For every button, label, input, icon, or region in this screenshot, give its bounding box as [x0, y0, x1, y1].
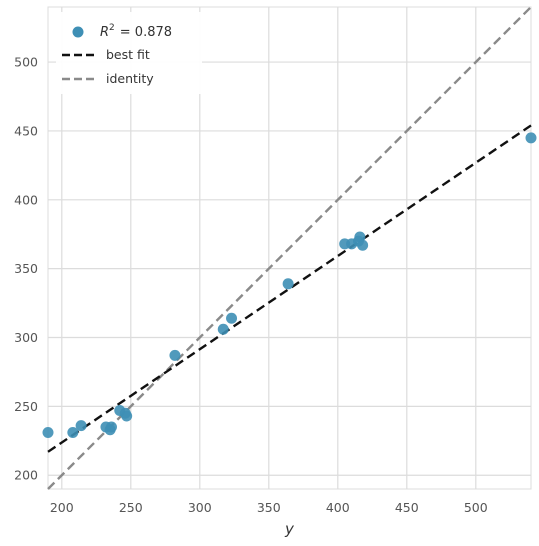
legend-r2-label: R2 = 0.878: [100, 23, 172, 40]
x-tick-label: 400: [326, 500, 350, 515]
data-point: [217, 323, 229, 335]
y-tick-label: 400: [14, 192, 38, 207]
data-point: [169, 349, 181, 361]
legend-r2-symbol: R: [100, 25, 109, 40]
x-tick-label: 500: [464, 500, 488, 515]
y-tick-label: 450: [14, 123, 38, 138]
x-tick-label: 250: [119, 500, 143, 515]
legend-best-fit-label: best fit: [106, 47, 150, 62]
x-tick-label: 350: [257, 500, 281, 515]
x-tick-label: 300: [188, 500, 212, 515]
legend-identity-label: identity: [106, 71, 154, 86]
y-tick-label: 200: [14, 468, 38, 483]
identity-line: [47, 6, 532, 490]
data-point: [282, 278, 294, 290]
legend: R2 = 0.878 best fit identity: [56, 12, 202, 94]
legend-r2-superscript: 2: [109, 23, 115, 33]
data-point: [525, 132, 537, 144]
legend-box: [56, 12, 202, 94]
y-axis-ticks: 200 250 300 350 400 450 500: [14, 55, 38, 483]
y-tick-label: 300: [14, 330, 38, 345]
grid: [47, 6, 532, 490]
y-tick-label: 350: [14, 261, 38, 276]
data-point: [67, 427, 79, 439]
data-point: [42, 427, 54, 439]
data-point: [105, 421, 117, 433]
x-axis-ticks: 200 250 300 350 400 450 500: [50, 500, 488, 515]
data-point: [121, 410, 133, 422]
legend-r2-value: = 0.878: [120, 25, 172, 40]
scatter-points: [42, 132, 537, 439]
data-point: [75, 420, 87, 432]
y-tick-label: 250: [14, 399, 38, 414]
x-axis-label: y: [284, 520, 295, 538]
x-tick-label: 450: [395, 500, 419, 515]
legend-point-marker: [72, 26, 84, 38]
data-point: [357, 239, 369, 251]
fit-lines: [47, 6, 532, 490]
plot-frame: [47, 6, 532, 490]
y-tick-label: 500: [14, 55, 38, 70]
x-tick-label: 200: [50, 500, 74, 515]
data-point: [226, 312, 238, 324]
data-point: [354, 231, 366, 243]
